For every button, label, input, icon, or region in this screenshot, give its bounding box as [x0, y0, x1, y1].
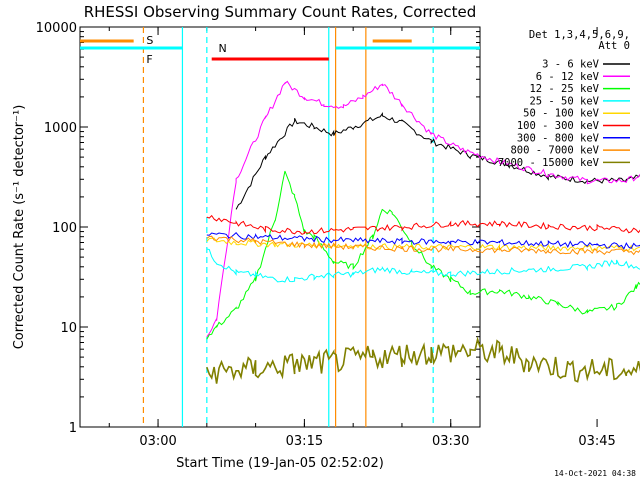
legend-entry-label: 800 - 7000 keV [510, 145, 599, 157]
legend-header: Att 0 [598, 40, 630, 52]
series-line [235, 112, 640, 210]
axes-layer: 03:0003:1503:3003:4504:0004:1504:3011010… [36, 21, 616, 449]
x-tick-label: 03:15 [286, 434, 323, 449]
marker-lines-layer: S N F [80, 27, 480, 427]
x-axis-label: Start Time (19-Jan-05 02:52:02) [176, 456, 384, 471]
series-line [206, 336, 640, 384]
flag-label: S [146, 34, 153, 47]
series-line [206, 214, 640, 235]
legend-entry-label: 50 - 100 keV [523, 108, 600, 120]
series-line [206, 231, 640, 250]
series-line [206, 248, 640, 283]
x-tick-label: 03:30 [432, 434, 469, 449]
y-axis-label: Corrected Count Rate (s⁻¹ detector⁻¹) [12, 105, 27, 350]
chart-title: RHESSI Observing Summary Count Rates, Co… [84, 3, 477, 21]
legend-entry-label: 6 - 12 keV [536, 71, 600, 83]
x-tick-label: 03:00 [139, 434, 176, 449]
series-line [206, 235, 640, 256]
y-tick-label: 10 [60, 321, 77, 336]
legend-entry-label: 7000 - 15000 keV [498, 157, 600, 169]
y-tick-label: 1 [69, 421, 77, 436]
legend-entry-label: 3 - 6 keV [542, 59, 600, 71]
y-tick-label: 10000 [36, 21, 77, 36]
legend-entry-label: 100 - 300 keV [517, 120, 600, 132]
legend-header: Det 1,3,4,5,6,9, [529, 29, 630, 41]
timestamp-label: 14-Oct-2021 04:38 [554, 469, 636, 478]
legend-entry-label: 25 - 50 keV [529, 95, 599, 107]
legend-entry-label: 300 - 800 keV [517, 132, 600, 144]
series-line [206, 170, 640, 340]
y-tick-label: 100 [52, 221, 77, 236]
flag-label: F [146, 53, 152, 66]
flag-label: N [219, 42, 227, 55]
x-tick-label: 03:45 [578, 434, 615, 449]
series-layer [206, 80, 640, 384]
series-line [206, 80, 640, 338]
y-tick-label: 1000 [44, 121, 77, 136]
legend-entry-label: 12 - 25 keV [529, 83, 599, 95]
